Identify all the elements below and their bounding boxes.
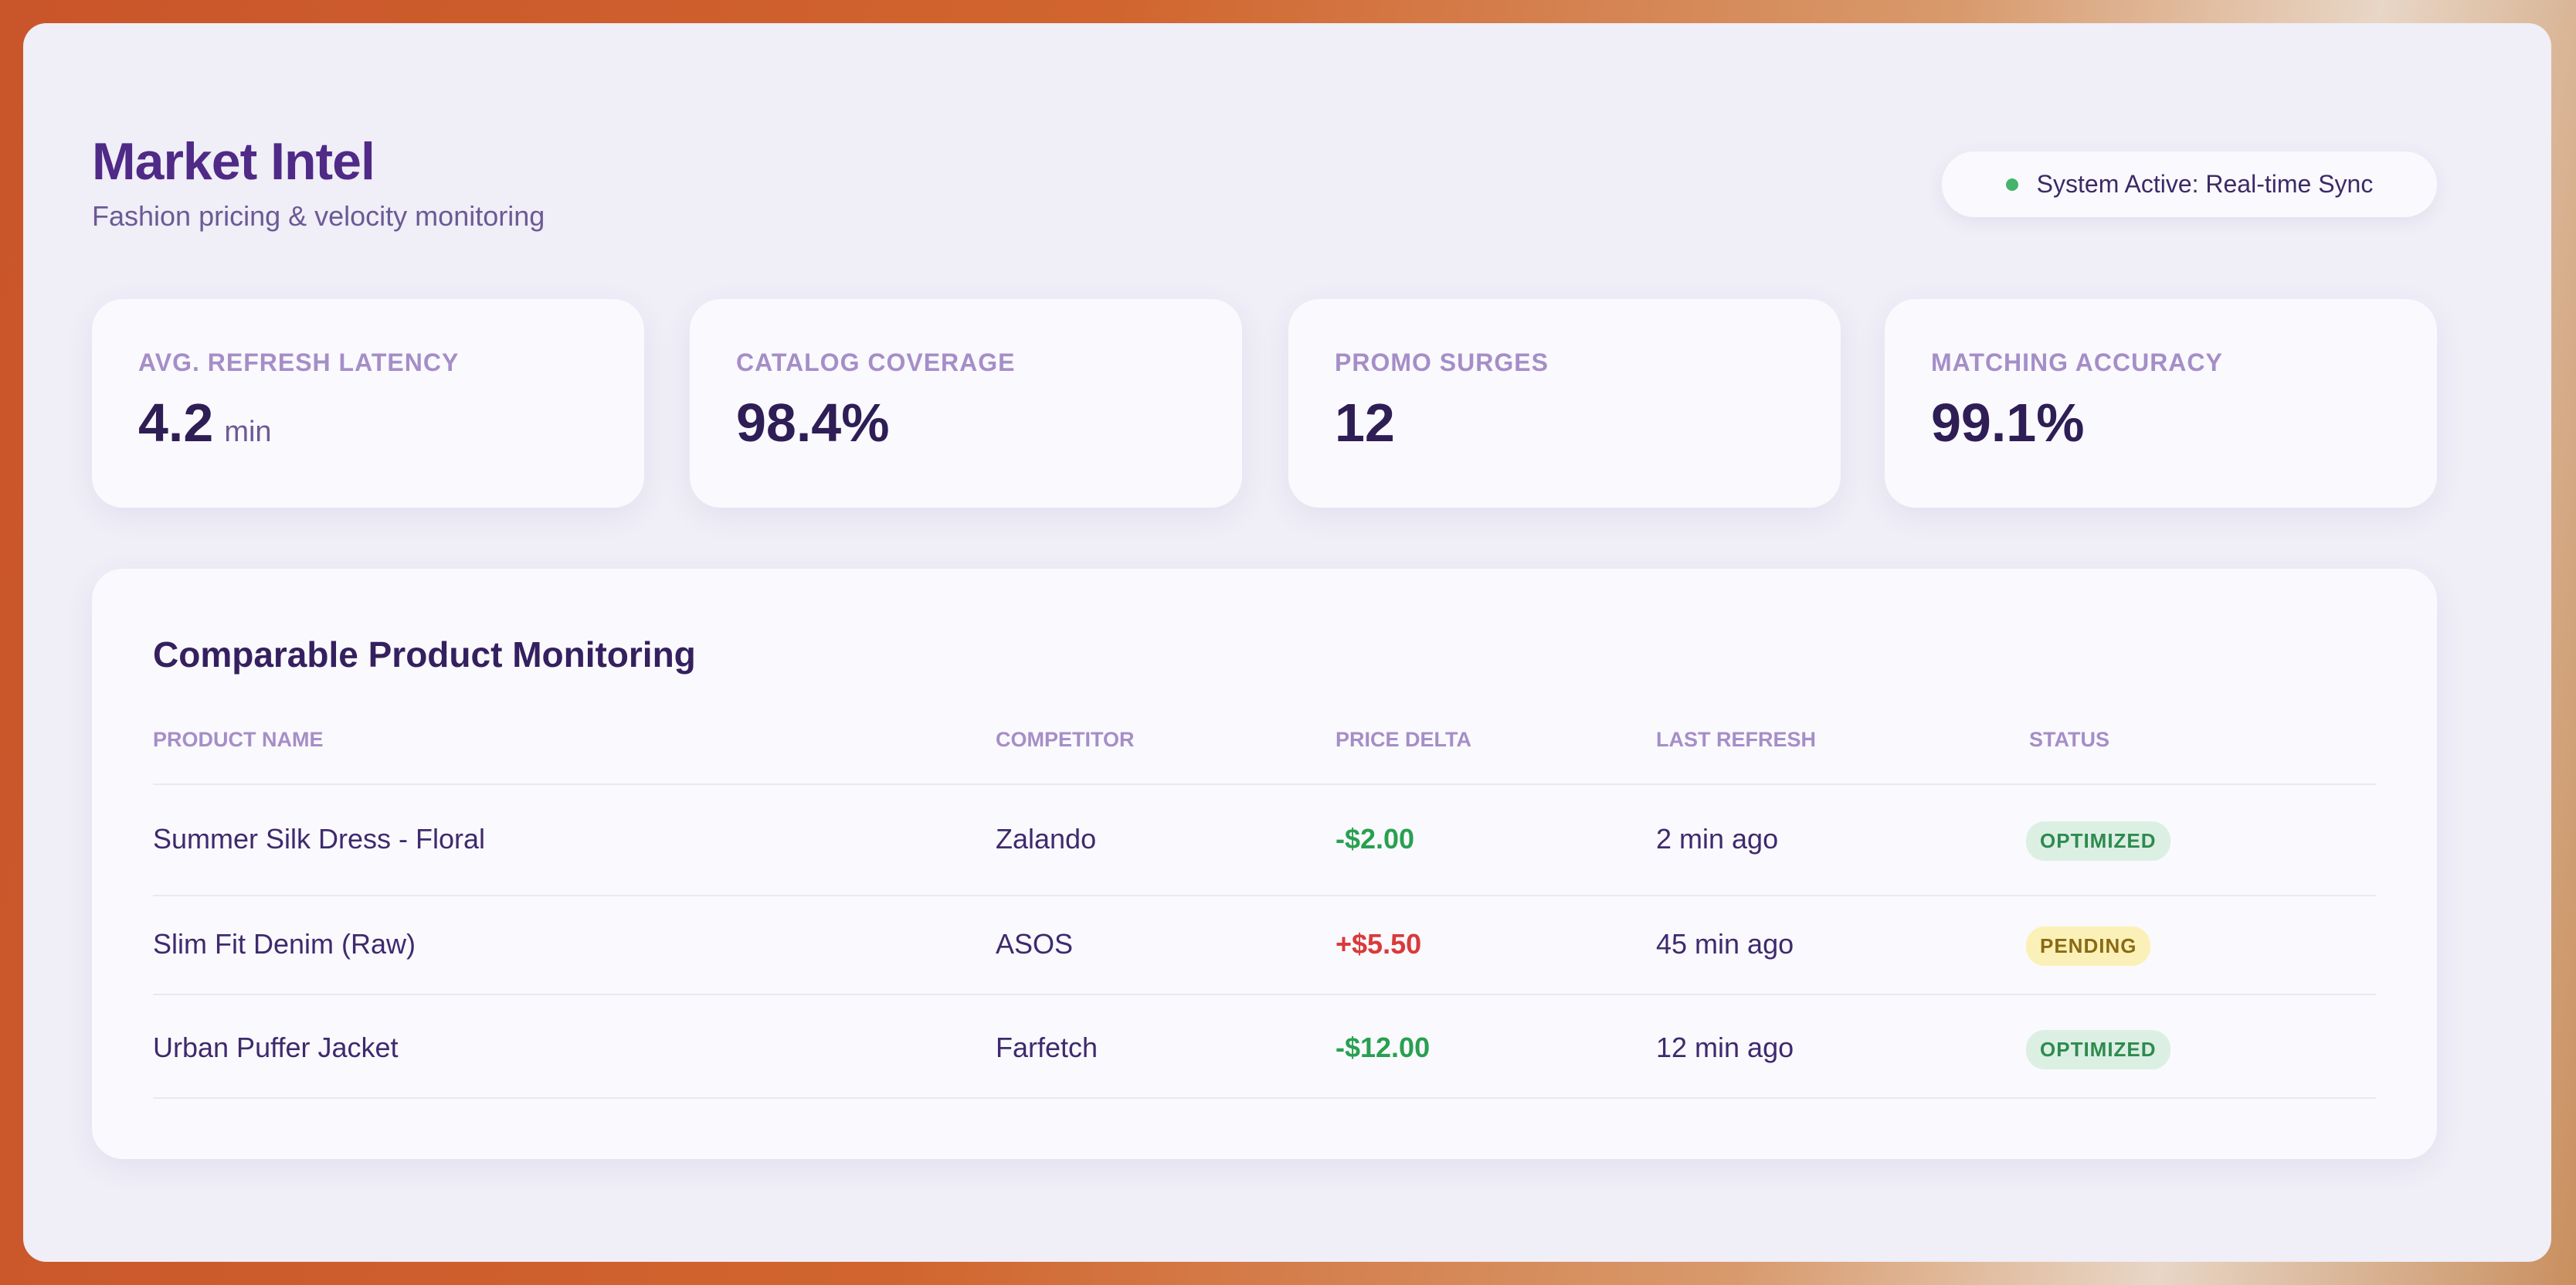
status-badge: OPTIMIZED bbox=[2026, 1030, 2170, 1069]
row-divider bbox=[153, 784, 2376, 785]
status-badge: PENDING bbox=[2026, 926, 2151, 966]
last-refresh: 2 min ago bbox=[1656, 823, 1779, 855]
status-badge: OPTIMIZED bbox=[2026, 821, 2170, 861]
metric-card: PROMO SURGES 12 bbox=[1288, 299, 1841, 508]
metric-unit: min bbox=[224, 416, 272, 448]
metric-value: 99.1% bbox=[1931, 392, 2084, 454]
competitor: ASOS bbox=[996, 928, 1074, 960]
last-refresh: 12 min ago bbox=[1656, 1032, 1794, 1063]
column-header: COMPETITOR bbox=[996, 728, 1135, 751]
product-name: Urban Puffer Jacket bbox=[153, 1032, 399, 1063]
product-name: Summer Silk Dress - Floral bbox=[153, 823, 486, 855]
status-pill: System Active: Real-time Sync bbox=[1942, 151, 2437, 217]
price-delta: -$12.00 bbox=[1336, 1032, 1431, 1063]
column-header: LAST REFRESH bbox=[1656, 728, 1817, 751]
metric-card: AVG. REFRESH LATENCY 4.2 min bbox=[92, 299, 644, 508]
column-header: STATUS bbox=[2029, 728, 2109, 751]
metric-number: 98.4% bbox=[736, 393, 890, 453]
metric-label: CATALOG COVERAGE bbox=[736, 348, 1016, 376]
product-name: Slim Fit Denim (Raw) bbox=[153, 928, 416, 960]
last-refresh: 45 min ago bbox=[1656, 928, 1794, 960]
competitor: Zalando bbox=[996, 823, 1097, 855]
metric-number: 12 bbox=[1335, 393, 1395, 453]
metric-label: PROMO SURGES bbox=[1335, 348, 1549, 376]
metric-value: 98.4% bbox=[736, 392, 889, 454]
price-delta: +$5.50 bbox=[1336, 928, 1422, 960]
price-delta: -$2.00 bbox=[1336, 823, 1415, 855]
metric-label: MATCHING ACCURACY bbox=[1931, 348, 2223, 376]
subtitle: Fashion pricing & velocity monitoring bbox=[92, 200, 545, 232]
title: Market Intel bbox=[92, 132, 375, 191]
metric-card: MATCHING ACCURACY 99.1% bbox=[1885, 299, 2437, 508]
table-title: Comparable Product Monitoring bbox=[153, 634, 696, 675]
status-dot bbox=[2005, 178, 2018, 191]
metric-label: AVG. REFRESH LATENCY bbox=[138, 348, 460, 376]
metric-number: 4.2 bbox=[138, 393, 214, 453]
metric-card: CATALOG COVERAGE 98.4% bbox=[690, 299, 1242, 508]
row-divider bbox=[153, 895, 2376, 896]
metric-value: 12 bbox=[1335, 392, 1395, 454]
column-header: PRICE DELTA bbox=[1336, 728, 1472, 751]
metric-number: 99.1% bbox=[1931, 393, 2085, 453]
table-panel: Comparable Product Monitoring PRODUCT NA… bbox=[92, 569, 2437, 1159]
status-text: System Active: Real-time Sync bbox=[2036, 170, 2374, 198]
row-divider bbox=[153, 1097, 2376, 1099]
column-header: PRODUCT NAME bbox=[153, 728, 324, 751]
competitor: Farfetch bbox=[996, 1032, 1098, 1063]
row-divider bbox=[153, 994, 2376, 995]
metric-value: 4.2 min bbox=[138, 392, 272, 454]
